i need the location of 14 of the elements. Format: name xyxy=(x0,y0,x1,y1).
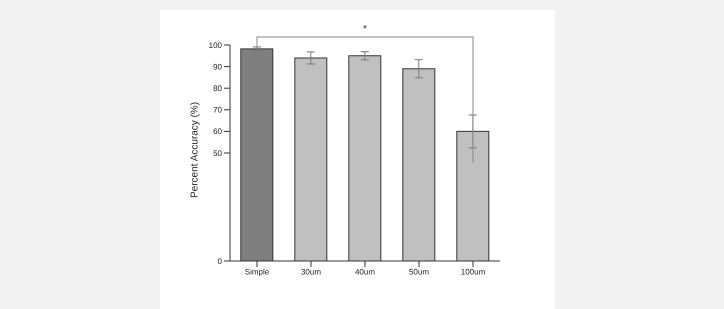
x-tick-label: Simple xyxy=(244,268,270,277)
y-tick-label: 70 xyxy=(213,106,223,115)
y-tick-label: 80 xyxy=(213,84,223,94)
y-tick-label: 50 xyxy=(213,148,223,158)
text: * xyxy=(362,24,368,35)
y-tick-label: 0 xyxy=(218,256,223,266)
x-tick-label: 30um xyxy=(300,268,322,277)
y-tick-label: 90 xyxy=(213,62,223,72)
x-tick-label: 50um xyxy=(408,268,430,277)
x-tick-label: 40um xyxy=(354,268,376,277)
x-tick-label: 100um xyxy=(460,268,486,277)
y-tick-label: 100 xyxy=(208,40,223,50)
y-axis-title: Percent Accuracy (%) xyxy=(190,102,201,198)
y-tick-label: 60 xyxy=(213,127,223,136)
